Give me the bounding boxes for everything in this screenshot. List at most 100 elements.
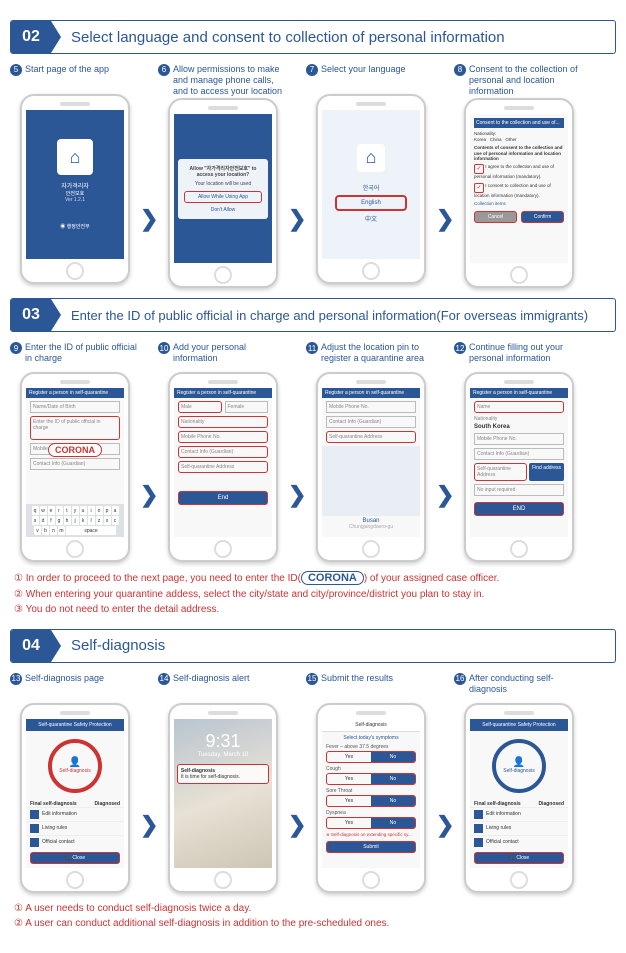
phone-field[interactable]: Mobile Phone No. <box>474 433 564 445</box>
self-diag-label: Self-diagnosis <box>503 768 534 774</box>
nationality-field[interactable]: Nationality <box>178 416 268 428</box>
step-12-text: Continue filling out your personal infor… <box>469 342 584 364</box>
phone-15: Self-diagnosis Select today's symptoms F… <box>316 703 426 893</box>
section-03-notes: ① In order to proceed to the next page, … <box>14 570 612 617</box>
noinput-field: No input required <box>474 484 564 496</box>
name-field[interactable]: Name <box>474 401 564 413</box>
step-8: 8 Consent to the collection of personal … <box>454 64 584 288</box>
diagnosed-label: Diagnosed <box>94 801 120 807</box>
step-15-num: 15 <box>306 673 318 685</box>
address-field[interactable]: Self-quarantine Address <box>474 463 527 481</box>
phone-9: Register a person in self-quarantine Nam… <box>20 372 130 562</box>
chevron-right-icon: ❯ <box>140 206 158 232</box>
close-button[interactable]: 📞 Close <box>474 852 564 864</box>
lock-screen: 9:31 Tuesday, March 10 Self-diagnosis It… <box>174 719 272 868</box>
gender-male[interactable]: Male <box>178 401 222 413</box>
self-diagnosis-button[interactable]: 👤 Self-diagnosis <box>48 739 102 793</box>
end-button[interactable]: End <box>178 491 268 505</box>
edit-info-item[interactable]: Edit information <box>26 807 124 821</box>
step-12-label: 12 Continue filling out your personal in… <box>454 342 584 370</box>
phone-11: Register a person in self-quarantine Mob… <box>316 372 426 562</box>
find-address-button[interactable]: Find address <box>529 463 564 481</box>
square-icon <box>474 838 483 847</box>
phone-14: 9:31 Tuesday, March 10 Self-diagnosis It… <box>168 703 278 893</box>
guardian-field[interactable]: Contact Info (Guardian) <box>30 458 120 470</box>
confirm-button[interactable]: Confirm <box>521 211 564 223</box>
lang-korean[interactable]: 한국어 <box>337 180 406 195</box>
official-contact-item[interactable]: Official contact <box>470 835 568 849</box>
corona-inline: CORONA <box>301 571 364 585</box>
address-field[interactable]: Self-quarantine Address <box>326 431 416 443</box>
living-rules-item[interactable]: Living rules <box>26 821 124 835</box>
keyboard[interactable]: qwertyuiop asdfghjkl zxcvbnm space <box>26 504 124 537</box>
chevron-right-icon: ❯ <box>436 812 454 838</box>
check-icon[interactable]: ✓ <box>474 164 484 174</box>
notification[interactable]: Self-diagnosis It is time for self-diagn… <box>177 764 269 784</box>
step-10-num: 10 <box>158 342 170 354</box>
phone-16: Self-quarantine Safety Protection 👤 Self… <box>464 703 574 893</box>
check-icon[interactable]: ✓ <box>474 183 484 193</box>
app-version: Ver 1.2.1 <box>65 197 85 203</box>
fever-toggle[interactable]: YesNo <box>326 751 416 763</box>
cancel-button[interactable]: Cancel <box>474 211 517 223</box>
deny-button[interactable]: Don't Allow <box>184 207 262 213</box>
cough-toggle[interactable]: YesNo <box>326 773 416 785</box>
throat-toggle[interactable]: YesNo <box>326 795 416 807</box>
nat-other[interactable]: Other <box>505 137 516 142</box>
step-14-label: 14 Self-diagnosis alert <box>158 673 288 701</box>
phone-field[interactable]: Mobile Phone No. <box>326 401 416 413</box>
allow-button[interactable]: Allow While Using App <box>184 191 262 203</box>
section-04-row: 13 Self-diagnosis page Self-quarantine S… <box>10 673 616 893</box>
name-dob-field[interactable]: Name/Date of Birth <box>30 401 120 413</box>
submit-button[interactable]: Submit <box>326 841 416 853</box>
self-header: Self-quarantine Safety Protection <box>26 719 124 731</box>
step-14-num: 14 <box>158 673 170 685</box>
chevron-right-icon: ❯ <box>288 206 306 232</box>
edit-info-item[interactable]: Edit information <box>470 807 568 821</box>
consent-title: Contents of consent to the collection an… <box>474 145 564 161</box>
nat-china[interactable]: China <box>490 137 502 142</box>
lang-english[interactable]: English <box>335 195 408 211</box>
guardian-field[interactable]: Contact Info (Guardian) <box>178 446 268 458</box>
step-13-text: Self-diagnosis page <box>25 673 104 684</box>
lang-chinese[interactable]: 中文 <box>337 211 406 226</box>
diag-header: Self-diagnosis <box>322 719 420 732</box>
note-3a2: ) of your assigned case officer. <box>364 573 499 584</box>
form-header: Register a person in self-quarantine <box>174 388 272 398</box>
diag-note: ※ Self-diagnosis on extending specific s… <box>326 832 416 838</box>
step-11-num: 11 <box>306 342 318 354</box>
throat-label: Sore Throat <box>326 788 416 794</box>
map-area[interactable] <box>322 446 420 516</box>
nationality-value: South Korea <box>474 424 564 430</box>
chevron-right-icon: ❯ <box>288 812 306 838</box>
app-logo-icon: ⌂ <box>357 144 385 172</box>
step-13-num: 13 <box>10 673 22 685</box>
phone-10: Register a person in self-quarantine Mal… <box>168 372 278 562</box>
step-14: 14 Self-diagnosis alert 9:31 Tuesday, Ma… <box>158 673 288 893</box>
gender-female[interactable]: Female <box>225 401 269 413</box>
section-03-row: 9 Enter the ID of public official in cha… <box>10 342 616 562</box>
square-icon <box>474 810 483 819</box>
phone-7: ⌂ 한국어 English 中文 <box>316 94 426 284</box>
guardian-field[interactable]: Contact Info (Guardian) <box>474 448 564 460</box>
official-contact-item[interactable]: Official contact <box>26 835 124 849</box>
app-sub: 안전보호 <box>66 190 84 197</box>
address-field[interactable]: Self-quarantine Address <box>178 461 268 473</box>
self-diagnosis-button[interactable]: 👤 Self-diagnosis <box>492 739 546 793</box>
step-9-text: Enter the ID of public official in charg… <box>25 342 140 364</box>
phone-6: Allow "자가격리자안전보호" to access your locatio… <box>168 98 278 288</box>
living-rules-item[interactable]: Living rules <box>470 821 568 835</box>
end-button[interactable]: END <box>474 502 564 516</box>
guardian-field[interactable]: Contact Info (Guardian) <box>326 416 416 428</box>
official-id-field[interactable]: Enter the ID of public official in charg… <box>30 416 120 440</box>
step-9-label: 9 Enter the ID of public official in cha… <box>10 342 140 370</box>
phone-field[interactable]: Mobile Phone No. <box>178 431 268 443</box>
note-3b: ② When entering your quarantine addess, … <box>14 589 484 600</box>
user-icon: 👤 <box>513 757 525 768</box>
self-diag-label: Self-diagnosis <box>59 768 90 774</box>
step-16-text: After conducting self-diagnosis <box>469 673 584 695</box>
nat-korea[interactable]: Korea <box>474 137 486 142</box>
close-button[interactable]: 📞 Close <box>30 852 120 864</box>
notif-body: It is time for self-diagnosis. <box>181 774 265 780</box>
dyspnea-toggle[interactable]: YesNo <box>326 817 416 829</box>
